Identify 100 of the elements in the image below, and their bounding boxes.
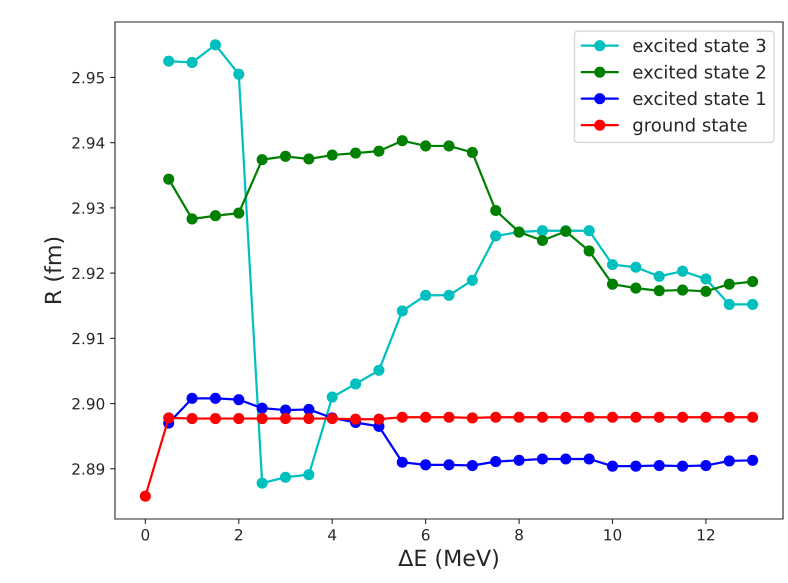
point [326,391,338,403]
x-tick-label: 0 [142,528,150,541]
point [373,414,384,425]
point [490,230,502,242]
point [420,290,432,301]
y-tick-label: 2.91 [72,332,104,344]
point [747,276,758,288]
point [443,140,455,152]
point [490,456,502,468]
legend-label: excited state 1 [633,91,766,106]
point [700,286,712,297]
point [396,412,408,423]
point [514,454,525,466]
point [256,402,268,414]
point [420,459,432,470]
point [303,413,314,424]
point [584,453,595,465]
point [373,364,384,376]
point [373,146,384,157]
point [466,460,478,472]
point [584,245,595,256]
point [140,490,151,502]
point [233,413,244,424]
point [724,298,735,310]
point [677,460,688,472]
y-axis-title: R (fm) [44,238,64,303]
y-tick-label: 2.90 [72,398,104,410]
point [536,453,548,465]
point [560,453,572,465]
point [677,412,688,423]
point [747,298,758,310]
point [280,150,292,162]
point [163,174,174,185]
point [490,204,502,216]
point [210,39,221,50]
point [443,412,455,423]
point [256,478,268,489]
point [186,413,198,424]
y-tick-label: 2.93 [72,202,104,214]
y-tick-label: 2.94 [72,137,104,149]
point [606,278,618,290]
point [350,378,362,390]
point [606,259,618,270]
y-tick-label: 2.95 [72,72,104,84]
point [396,305,408,316]
point [700,460,712,472]
x-tick-label: 4 [328,529,336,540]
point [536,234,548,246]
y-tick-label: 2.89 [72,463,104,475]
point [654,460,665,472]
point [724,278,735,290]
point [350,148,362,159]
point [420,140,432,152]
point [466,412,478,424]
point [163,412,174,424]
point [747,454,758,466]
point [186,56,198,68]
point [606,460,618,472]
point [233,68,244,80]
point [350,414,362,425]
y-tick-label: 2.92 [72,268,104,280]
point [630,412,642,423]
point [396,456,408,468]
point [466,146,478,158]
point [233,208,244,219]
point [584,412,595,423]
point [326,150,338,161]
point [630,262,642,273]
point [186,213,198,225]
point [700,273,712,285]
point [256,154,268,166]
point [303,153,314,165]
x-tick-label: 8 [515,528,523,541]
point [443,459,455,470]
point [466,274,478,286]
point [303,469,314,480]
point [420,412,432,423]
point [536,225,548,236]
point [677,284,688,296]
x-tick-label: 12 [698,528,714,540]
point [443,290,455,301]
point [654,285,665,296]
point [514,412,525,423]
point [210,392,221,404]
point [630,282,642,294]
x-tick-label: 2 [235,528,242,540]
x-axis-title: ΔE (MeV) [398,549,498,569]
point [396,135,408,146]
point [654,412,665,423]
point [677,266,688,277]
legend-label: excited state 2 [633,64,765,79]
point [560,412,572,423]
point [606,412,618,423]
point [210,210,221,222]
point [630,460,642,472]
point [536,412,548,423]
x-tick-label: 10 [604,528,622,541]
point [747,412,758,423]
point [186,392,198,404]
point [280,472,292,483]
